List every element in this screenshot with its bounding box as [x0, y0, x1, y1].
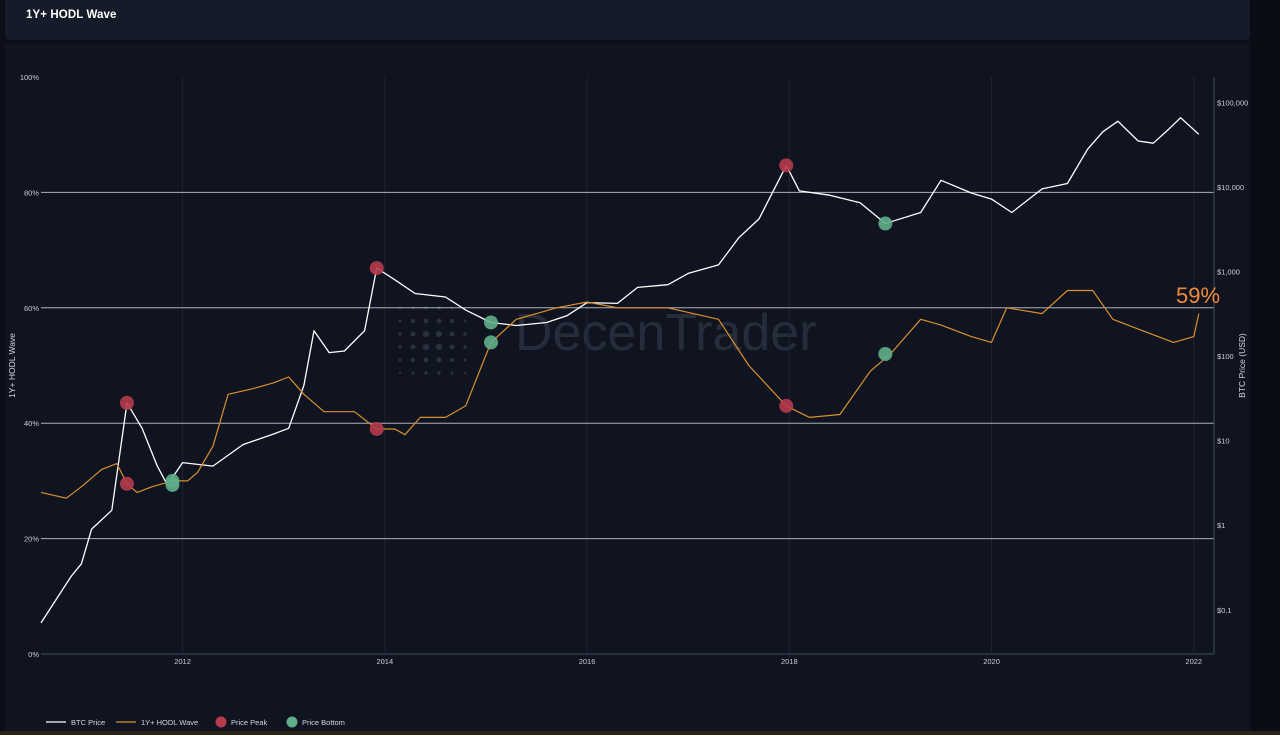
price-bottom-marker [483, 315, 498, 330]
watermark-dot [436, 318, 442, 324]
price-peak-marker [779, 398, 794, 413]
y-right-tick-label: $100 [1217, 352, 1234, 361]
y-left-tick-label: 20% [24, 535, 39, 544]
x-tick-label: 2020 [983, 657, 1000, 666]
y-left-tick-label: 100% [20, 73, 40, 82]
y-right-tick-label: $1,000 [1217, 268, 1240, 277]
watermark-dot [422, 343, 430, 351]
watermark-dot [463, 332, 467, 336]
price-bottom-marker [878, 346, 893, 361]
x-tick-label: 2012 [174, 657, 191, 666]
watermark-dot [424, 371, 428, 375]
markers-layer [119, 158, 893, 492]
watermark-dot [398, 371, 402, 375]
price-bottom-marker [878, 216, 893, 231]
legend-label: BTC Price [71, 718, 105, 727]
y-left-tick-label: 80% [24, 188, 39, 197]
series-layer [40, 117, 1200, 624]
right-margin [1250, 0, 1280, 735]
y-right-tick-label: $1 [1217, 521, 1225, 530]
price-peak-marker [779, 158, 794, 173]
y-left-tick-label: 60% [24, 304, 39, 313]
watermark-dot [435, 330, 443, 338]
price-peak-marker [119, 395, 134, 410]
bottom-strip [0, 731, 1280, 735]
y-left-axis-title: 1Y+ HODL Wave [7, 333, 17, 398]
watermark-dot [449, 344, 455, 350]
watermark-dot [398, 332, 402, 336]
watermark-dot [398, 319, 402, 323]
watermark-dot [450, 371, 454, 375]
chart-panel [5, 44, 1250, 732]
header-bar: 1Y+ HODL Wave [5, 0, 1250, 40]
price-peak-marker [369, 261, 384, 276]
x-tick-label: 2022 [1185, 657, 1202, 666]
watermark-dot [398, 358, 402, 362]
watermark-dot [449, 318, 455, 324]
y-right-axis-title: BTC Price (USD) [1237, 333, 1247, 398]
x-tick-label: 2014 [376, 657, 393, 666]
watermark-dot [449, 357, 455, 363]
watermark-logo [398, 306, 467, 375]
price-bottom-marker [483, 335, 498, 350]
page-title: 1Y+ HODL Wave [26, 9, 117, 21]
watermark-dot [423, 318, 429, 324]
legend-label: 1Y+ HODL Wave [141, 718, 198, 727]
price-bottom-marker [165, 473, 180, 488]
y-left-tick-label: 0% [28, 650, 39, 659]
y-left-tick-label: 40% [24, 419, 39, 428]
watermark-dot [422, 330, 430, 338]
watermark-dot [463, 345, 467, 349]
price-peak-marker [119, 476, 134, 491]
watermark-dot [449, 331, 455, 337]
legend-dot-swatch [286, 716, 298, 728]
watermark-dot [463, 319, 467, 323]
watermark: DecenTrader [398, 304, 817, 375]
axes: 2012 2014 2016 2018 2020 2022 0% 20% 40% 60% 80% 10… [7, 73, 1248, 666]
watermark-dot [423, 357, 429, 363]
watermark-dot [398, 345, 402, 349]
y-right-tick-label: $10 [1217, 437, 1230, 446]
watermark-dot [411, 371, 415, 375]
labels-layer: 59% [1176, 283, 1220, 308]
watermark-dot [410, 344, 416, 350]
x-tick-label: 2018 [781, 657, 798, 666]
watermark-dot [437, 371, 441, 375]
legend-label: Price Peak [231, 718, 268, 727]
watermark-dot [436, 357, 442, 363]
watermark-dot [410, 318, 416, 324]
watermark-dot [410, 331, 416, 337]
btc-price-line [40, 117, 1200, 624]
x-tick-label: 2016 [579, 657, 596, 666]
grid-lines [41, 77, 1214, 654]
y-right-tick-label: $0.1 [1217, 606, 1232, 615]
y-right-tick-label: $10,000 [1217, 183, 1244, 192]
y-right-tick-label: $100,000 [1217, 98, 1248, 107]
watermark-dot [463, 358, 467, 362]
watermark-text: DecenTrader [515, 304, 817, 362]
legend-label: Price Bottom [302, 718, 345, 727]
legend: BTC Price 1Y+ HODL Wave Price Peak Price Bo… [46, 716, 345, 728]
watermark-dot [410, 357, 416, 363]
legend-dot-swatch [215, 716, 227, 728]
watermark-dot [463, 371, 467, 375]
watermark-dot [435, 343, 443, 351]
hodl-current-value-label: 59% [1176, 283, 1220, 308]
price-peak-marker [369, 421, 384, 436]
